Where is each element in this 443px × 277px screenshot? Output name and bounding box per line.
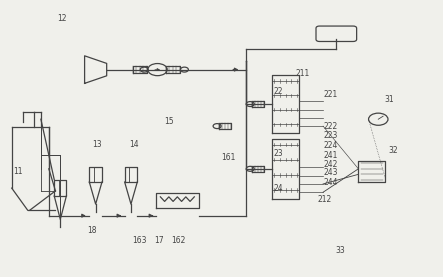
- Circle shape: [213, 124, 221, 129]
- Text: 221: 221: [323, 90, 337, 99]
- Circle shape: [246, 102, 254, 107]
- Text: 223: 223: [323, 131, 338, 140]
- Text: 23: 23: [274, 149, 283, 158]
- Text: 18: 18: [87, 226, 96, 235]
- Text: 162: 162: [171, 236, 185, 245]
- Text: 33: 33: [335, 247, 345, 255]
- Circle shape: [246, 166, 254, 171]
- Text: 212: 212: [318, 195, 332, 204]
- Text: 17: 17: [154, 236, 164, 245]
- Text: 243: 243: [323, 168, 338, 178]
- Text: 244: 244: [323, 178, 338, 187]
- Text: 31: 31: [385, 95, 395, 104]
- Text: 224: 224: [323, 141, 338, 150]
- Text: 15: 15: [164, 117, 174, 127]
- Text: 32: 32: [389, 147, 398, 155]
- Text: 22: 22: [274, 87, 283, 96]
- Text: 24: 24: [274, 184, 283, 193]
- Circle shape: [140, 67, 148, 72]
- Text: 14: 14: [129, 140, 138, 148]
- Text: 161: 161: [222, 153, 236, 162]
- Text: 163: 163: [132, 236, 147, 245]
- Text: 241: 241: [323, 150, 338, 160]
- Text: 242: 242: [323, 160, 338, 169]
- Text: 13: 13: [93, 140, 102, 148]
- Text: 12: 12: [57, 14, 67, 23]
- Text: 11: 11: [13, 167, 23, 176]
- Text: 222: 222: [323, 122, 337, 130]
- Text: 211: 211: [295, 69, 310, 78]
- Circle shape: [180, 67, 188, 72]
